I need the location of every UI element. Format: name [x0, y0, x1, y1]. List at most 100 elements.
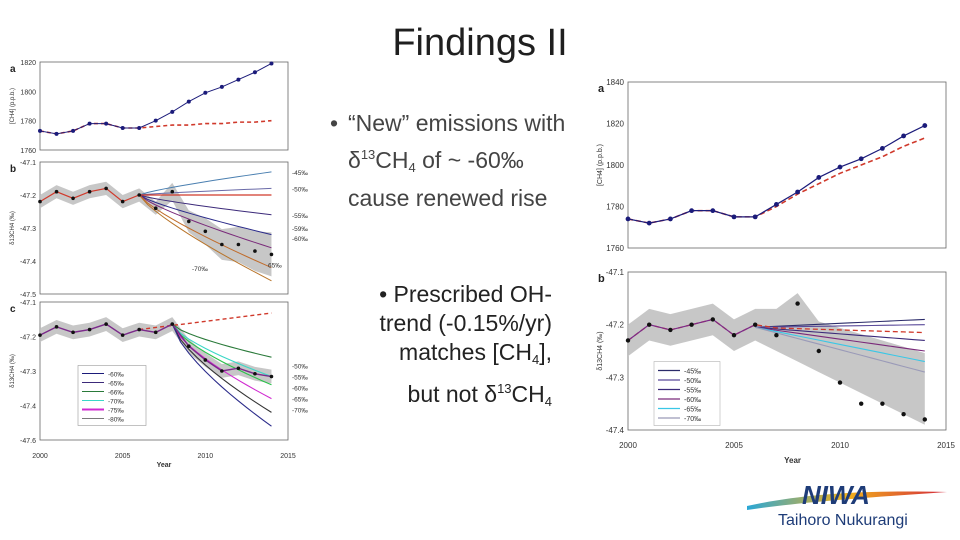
- plot-frame: [39, 161, 289, 295]
- obs-point: [253, 249, 257, 253]
- scenario-label: -65‰: [292, 397, 308, 404]
- obs-point: [269, 61, 274, 66]
- obs-point: [922, 417, 927, 422]
- obs-point: [38, 199, 42, 204]
- obs-point: [104, 186, 108, 191]
- obs-point: [153, 330, 158, 335]
- scenario-label: -60‰: [292, 386, 308, 393]
- legend-label: -70‰: [108, 398, 124, 405]
- obs-point: [625, 338, 631, 343]
- y-tick-label: -47.2: [606, 321, 625, 330]
- obs-point: [647, 322, 652, 327]
- scenario-label: -60‰: [292, 236, 308, 243]
- obs-point: [187, 219, 191, 224]
- obs-point: [625, 216, 631, 222]
- obs-point: [38, 128, 42, 133]
- legend-label: -45‰: [684, 369, 701, 376]
- y-tick-label: -47.3: [20, 226, 36, 233]
- niwa-wordmark: NIWA: [802, 480, 870, 510]
- y-tick-label: 1780: [606, 203, 624, 212]
- obs-point: [710, 208, 716, 214]
- x-tick-label: 2005: [725, 441, 743, 450]
- y-tick-label: -47.6: [20, 438, 36, 445]
- niwa-wave-icon: NIWA: [747, 480, 947, 510]
- bullet2-sub4: 4: [544, 394, 552, 409]
- scenario-label: -55‰: [292, 375, 308, 382]
- obs-point: [858, 156, 864, 162]
- y-axis-label: δ13CH4 (‰): [597, 331, 604, 370]
- panel-label: a: [10, 64, 16, 75]
- scenario-line: [755, 326, 925, 363]
- obs-point: [219, 84, 224, 89]
- bullet-oh-trend: • Prescribed OH- trend (-0.15%/yr) match…: [336, 280, 552, 416]
- legend-box: [77, 365, 147, 426]
- x-tick-label: 2005: [115, 453, 131, 460]
- y-axis-label: δ13CH4 (‰): [10, 354, 16, 388]
- y-tick-label: -47.4: [20, 259, 36, 266]
- obs-point: [137, 126, 142, 130]
- x-axis-label: Year: [157, 462, 172, 469]
- scenario-line: [139, 171, 272, 196]
- y-tick-label: 1760: [20, 148, 36, 155]
- obs-line: [39, 63, 272, 135]
- plot-frame: [627, 81, 947, 249]
- y-axis-label: δ13CH4 (‰): [10, 211, 16, 245]
- scenario-line: [171, 323, 272, 378]
- legend-label: -70‰: [684, 416, 701, 423]
- plot-frame: [39, 301, 289, 441]
- niwa-logo: NIWA: [742, 476, 952, 532]
- obs-point: [153, 118, 158, 123]
- oh-trend-line: [139, 312, 272, 331]
- bullet2-text1: Prescribed OH-: [393, 281, 552, 307]
- obs-point: [54, 131, 59, 136]
- y-tick-label: -47.1: [20, 300, 36, 307]
- obs-point: [795, 301, 800, 306]
- slide-title: Findings II: [392, 22, 568, 64]
- scenario-line: [139, 187, 272, 196]
- obs-point: [668, 327, 673, 333]
- obs-line: [627, 125, 926, 224]
- obs-point: [731, 333, 737, 338]
- obs-point: [837, 380, 843, 385]
- legend-label: -75‰: [108, 407, 124, 414]
- model-line: [627, 318, 925, 341]
- obs-point: [236, 242, 241, 247]
- x-tick-label: 2010: [831, 441, 849, 450]
- obs-point: [859, 401, 864, 406]
- obs-point: [253, 371, 257, 376]
- obs-point: [87, 189, 92, 194]
- y-tick-label: 1820: [20, 60, 36, 67]
- bullet2-sup4: 13: [497, 381, 512, 396]
- obs-point: [186, 99, 191, 104]
- bullet2-text3a: matches [CH: [399, 339, 532, 365]
- obs-point: [220, 242, 224, 247]
- scenario-label: 65‰: [268, 263, 282, 270]
- scenario-label: -59‰: [292, 226, 308, 233]
- y-tick-label: -47.3: [606, 373, 625, 382]
- scenario-line: [138, 194, 272, 269]
- obs-point: [220, 369, 224, 373]
- obs-point: [753, 322, 758, 327]
- obs-point: [137, 193, 141, 197]
- obs-point: [252, 70, 257, 75]
- obs-point: [774, 333, 779, 338]
- scenario-label: -50‰: [292, 363, 308, 370]
- scenario-line: [171, 323, 272, 386]
- obs-point: [54, 325, 59, 329]
- bullet-sub: 4: [408, 160, 416, 175]
- obs-point: [54, 189, 59, 194]
- scenario-line: [171, 323, 272, 427]
- bullet-mark: •: [379, 281, 388, 307]
- obs-point: [120, 126, 125, 130]
- panel-label: b: [598, 273, 605, 285]
- obs-point: [236, 366, 241, 371]
- scenario-line: [171, 323, 272, 413]
- panel-label: b: [10, 164, 16, 175]
- bullet-text-a: “New” emissions with δ: [348, 110, 566, 173]
- right-figure: 1840 1820 1800 1780 1760 a [CH4] (p.p.b.) -47.1…: [597, 78, 955, 465]
- model-line: [39, 187, 272, 203]
- y-tick-label: 1780: [20, 119, 36, 126]
- legend-label: -50‰: [684, 378, 701, 385]
- obs-point: [137, 327, 141, 332]
